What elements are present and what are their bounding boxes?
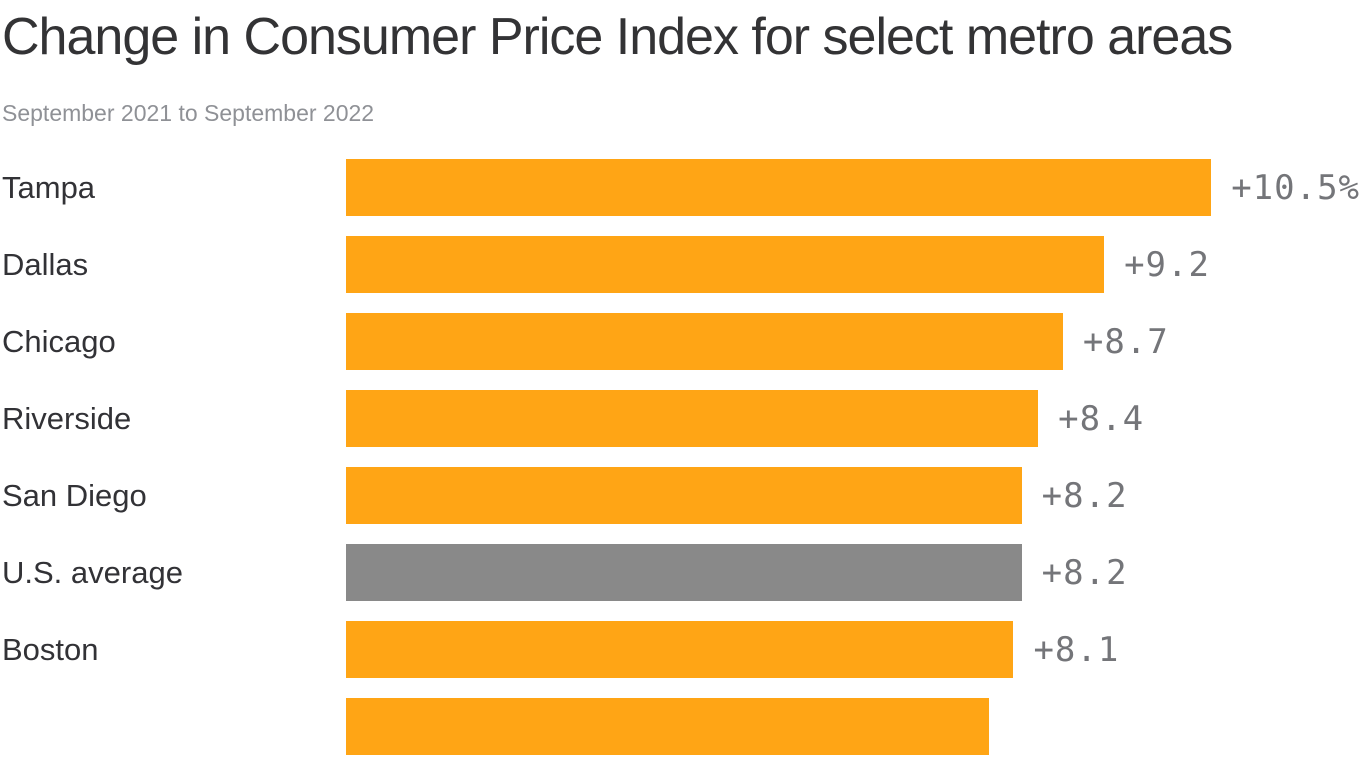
value-label: +8.2 [1041, 552, 1128, 593]
bar-san-diego [346, 467, 1022, 524]
bar-cutoff [346, 698, 989, 755]
bar-row: U.S. average +8.2 [2, 544, 1366, 601]
bar-boston [346, 621, 1014, 678]
chart-subtitle: September 2021 to September 2022 [2, 100, 375, 126]
bar-row: Tampa +10.5% [2, 159, 1366, 216]
bar-chicago [346, 313, 1063, 370]
value-label: +8.4 [1058, 398, 1145, 439]
category-label: Tampa [2, 169, 96, 205]
bar-row: Boston +8.1 [2, 621, 1366, 678]
bar-riverside [346, 390, 1039, 447]
value-label: +8.7 [1082, 321, 1169, 362]
bar-chart: Tampa +10.5% Dallas +9.2 Chicago +8.7 Riversid… [2, 159, 1366, 755]
bar-dallas [346, 236, 1105, 293]
category-label: Dallas [2, 246, 89, 282]
bar-row [2, 698, 1366, 755]
category-label: Chicago [2, 323, 116, 359]
value-label: +8.1 [1033, 629, 1120, 670]
category-label: Riverside [2, 400, 132, 436]
bar-tampa [346, 159, 1212, 216]
chart-title: Change in Consumer Price Index for selec… [2, 8, 1233, 66]
value-label: +8.2 [1041, 475, 1128, 516]
category-label: San Diego [2, 477, 147, 513]
category-label: U.S. average [2, 554, 183, 590]
bar-row: Dallas +9.2 [2, 236, 1366, 293]
bar-row: Chicago +8.7 [2, 313, 1366, 370]
value-label: +9.2 [1124, 244, 1210, 285]
bar-row: Riverside +8.4 [2, 390, 1366, 447]
bar-row: San Diego +8.2 [2, 467, 1366, 524]
bar-u-s-average [346, 544, 1022, 601]
value-label: +10.5% [1231, 167, 1361, 208]
category-label: Boston [2, 631, 99, 667]
